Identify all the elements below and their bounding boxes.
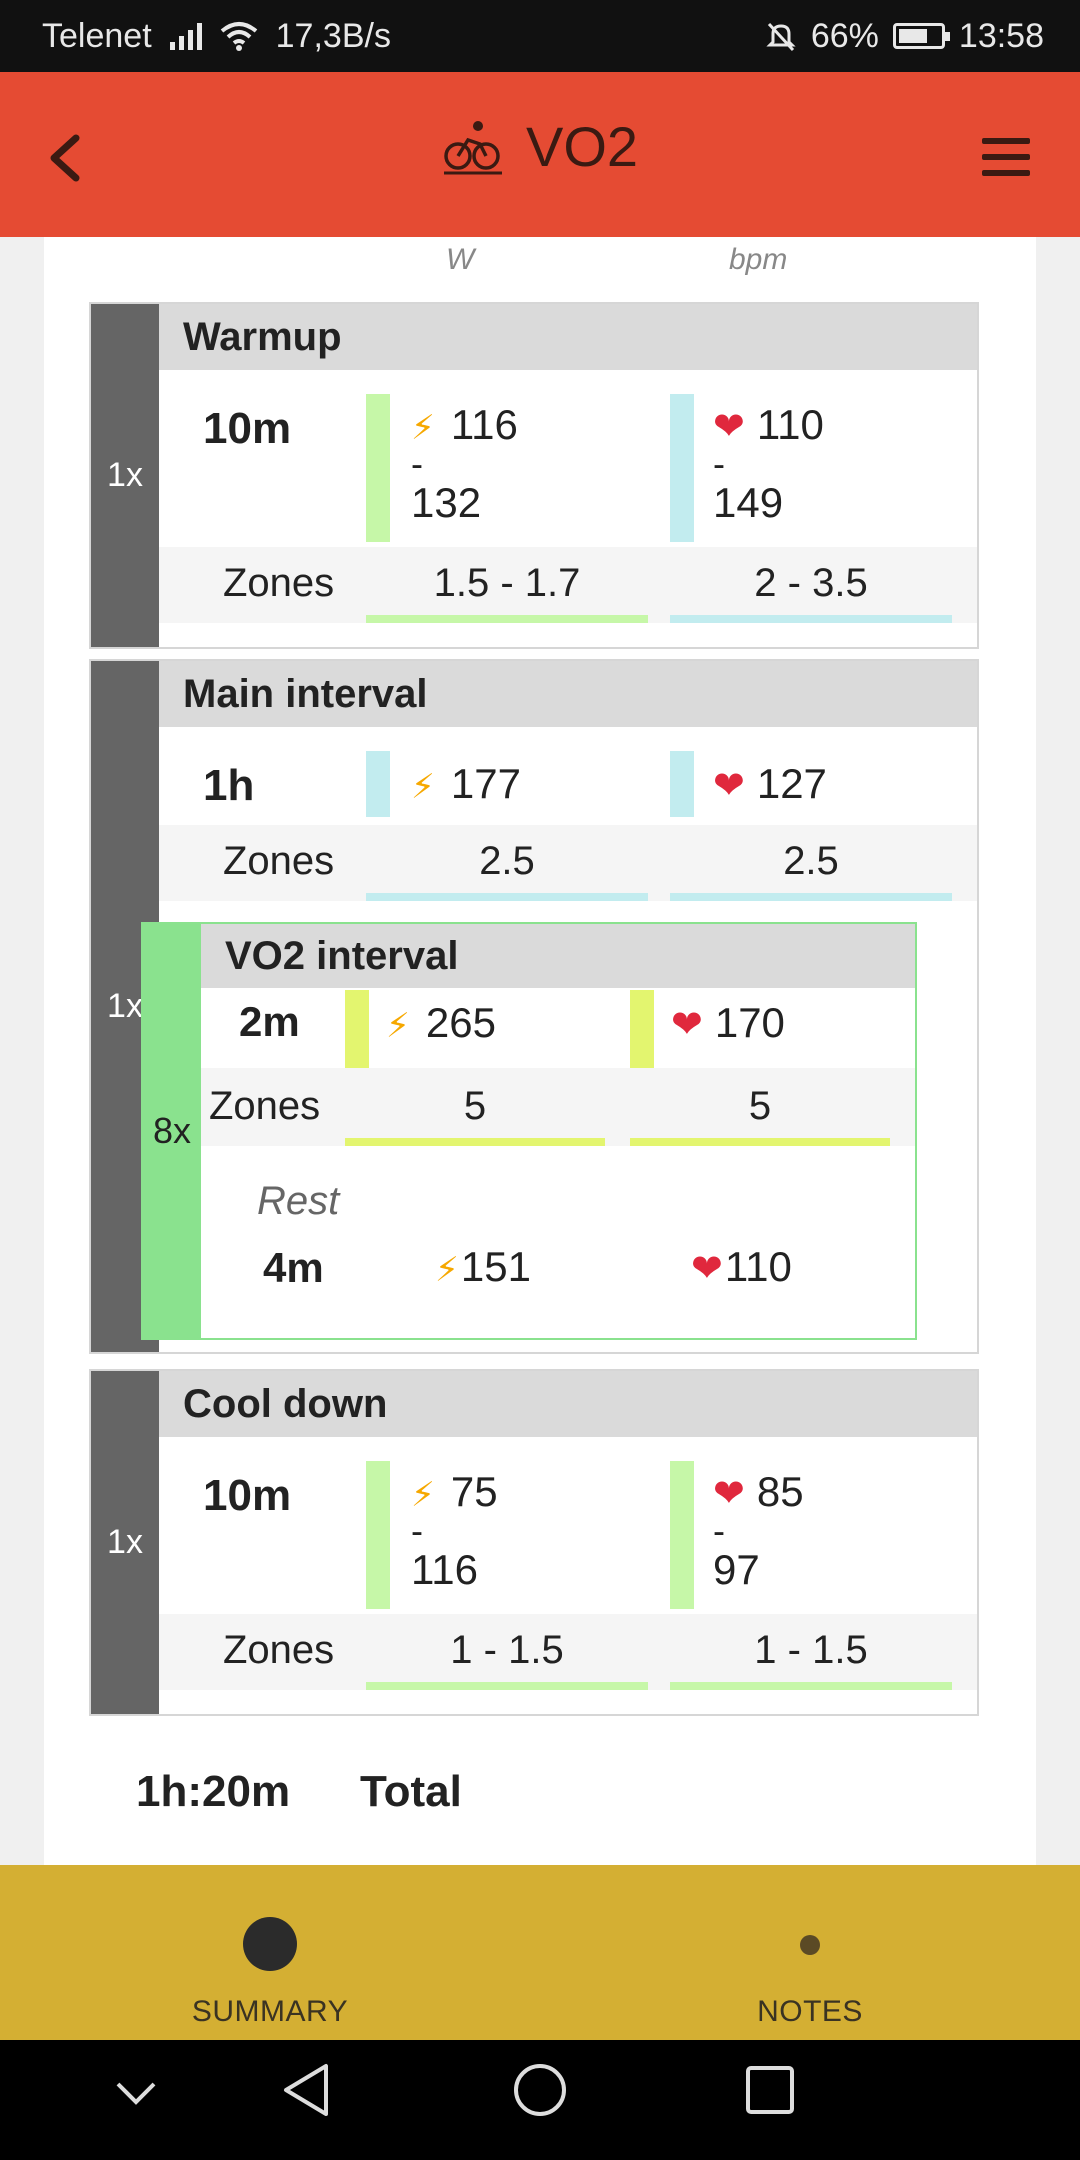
heart-icon: ❤ [691,1248,723,1290]
rest-label: Rest [257,1179,340,1223]
network-speed: 17,3B/s [275,16,391,55]
battery-icon [892,23,950,49]
units-header: W bpm [44,237,1036,297]
total-duration: 1h:20m [136,1767,291,1816]
page-title: VO2 [525,115,639,178]
notes-dot-icon [800,1935,820,1955]
home-circle-icon[interactable] [512,2062,568,2118]
chevron-down-icon[interactable] [114,2078,158,2108]
heart-icon: ❤ [713,406,745,448]
zones-row: Zones 2.5 2.5 [159,825,977,901]
summary-dot-icon [243,1917,297,1971]
repeat-count: 8x [143,924,201,1338]
duration: 10m [203,1471,292,1520]
hamburger-menu-icon [982,138,1030,144]
hr-value: ❤ 170 [671,999,785,1046]
wifi-icon [220,22,257,51]
signal-icon [169,22,202,50]
hr-zone: 2 - 3.5 [754,561,868,605]
lightning-icon: ⚡ [411,1476,435,1514]
power-zone-bar [345,990,369,1068]
vo2-interval-block[interactable]: 8x VO2 interval 2m ⚡ 265 ❤ 170 Zones 5 5 R… [141,922,917,1340]
tab-label: SUMMARY [191,1995,349,2028]
zones-label: Zones [223,561,335,605]
hr-zone-bar [670,751,694,817]
workout-content[interactable]: W bpm 1x Warmup 10m ⚡ 116 - 132 ❤ 110 - 14… [44,237,1036,1865]
zones-row: Zones 5 5 [201,1068,915,1146]
power-zone: 1.5 - 1.7 [433,561,581,605]
app-bar: VO2 [0,72,1080,237]
hr-range: ❤ 85 - 97 [713,1468,804,1593]
heart-icon: ❤ [671,1004,703,1046]
power-value: ⚡ 265 [386,999,496,1046]
tab-summary[interactable]: SUMMARY [120,1865,420,2040]
system-navigation-bar [0,2040,1080,2160]
block-title: Warmup [159,304,977,370]
recents-square-icon[interactable] [744,2064,796,2116]
zones-row: Zones 1.5 - 1.7 2 - 3.5 [159,547,977,623]
total-label: Total [360,1767,462,1816]
power-zone: 2.5 [479,839,535,883]
rest-power: ⚡151 [435,1243,531,1290]
power-zone-bar [366,394,390,542]
power-range: ⚡ 116 - 132 [411,401,518,526]
heart-icon: ❤ [713,1473,745,1515]
zones-label: Zones [209,1084,321,1128]
block-title: VO2 interval [201,924,915,988]
back-button[interactable] [36,120,96,190]
hr-zone-bar [670,1461,694,1609]
warmup-block[interactable]: 1x Warmup 10m ⚡ 116 - 132 ❤ 110 - 149 Zone… [89,302,979,649]
power-zone: 1 - 1.5 [450,1628,564,1672]
block-title: Cool down [159,1371,977,1437]
block-title: Main interval [159,661,977,727]
tab-label: NOTES [757,1995,863,2028]
power-range: ⚡ 75 - 116 [411,1468,498,1593]
power-zone: 5 [463,1084,487,1128]
hr-zone: 5 [748,1084,772,1128]
hr-value: ❤ 127 [713,760,827,807]
carrier-name: Telenet [42,16,152,55]
status-bar: Telenet 17,3B/s 66% 13:58 [0,0,1080,72]
power-zone-bar [366,751,390,817]
zones-label: Zones [223,1628,335,1672]
duration: 2m [239,998,300,1045]
lightning-icon: ⚡ [411,409,435,447]
menu-button[interactable] [982,138,1030,176]
hr-zone: 1 - 1.5 [754,1628,868,1672]
hr-unit: bpm [729,243,788,276]
zones-row: Zones 1 - 1.5 1 - 1.5 [159,1614,977,1690]
bottom-navigation: SUMMARY NOTES [0,1865,1080,2040]
rest-hr: ❤110 [691,1243,792,1290]
hr-range: ❤ 110 - 149 [713,401,824,526]
clock: 13:58 [958,16,1044,55]
cycling-icon [443,120,502,174]
hr-zone-bar [630,990,654,1068]
lightning-icon: ⚡ [386,1007,410,1045]
bell-muted-icon [766,22,796,52]
hr-zone: 2.5 [783,839,839,883]
battery-percent: 66% [810,16,879,55]
duration: 10m [203,404,292,453]
hr-zone-bar [670,394,694,542]
zones-label: Zones [223,839,335,883]
lightning-icon: ⚡ [435,1251,459,1289]
tab-notes[interactable]: NOTES [660,1865,960,2040]
heart-icon: ❤ [713,765,745,807]
power-value: ⚡ 177 [411,760,521,807]
rest-duration: 4m [263,1244,324,1291]
power-unit: W [446,243,475,276]
lightning-icon: ⚡ [411,768,435,806]
power-zone-bar [366,1461,390,1609]
duration: 1h [203,761,255,810]
back-triangle-icon[interactable] [282,2062,332,2118]
cooldown-block[interactable]: 1x Cool down 10m ⚡ 75 - 116 ❤ 85 - 97 Zone… [89,1369,979,1716]
back-arrow-icon [50,134,80,182]
repeat-count: 1x [91,304,159,647]
repeat-count: 1x [91,1371,159,1714]
